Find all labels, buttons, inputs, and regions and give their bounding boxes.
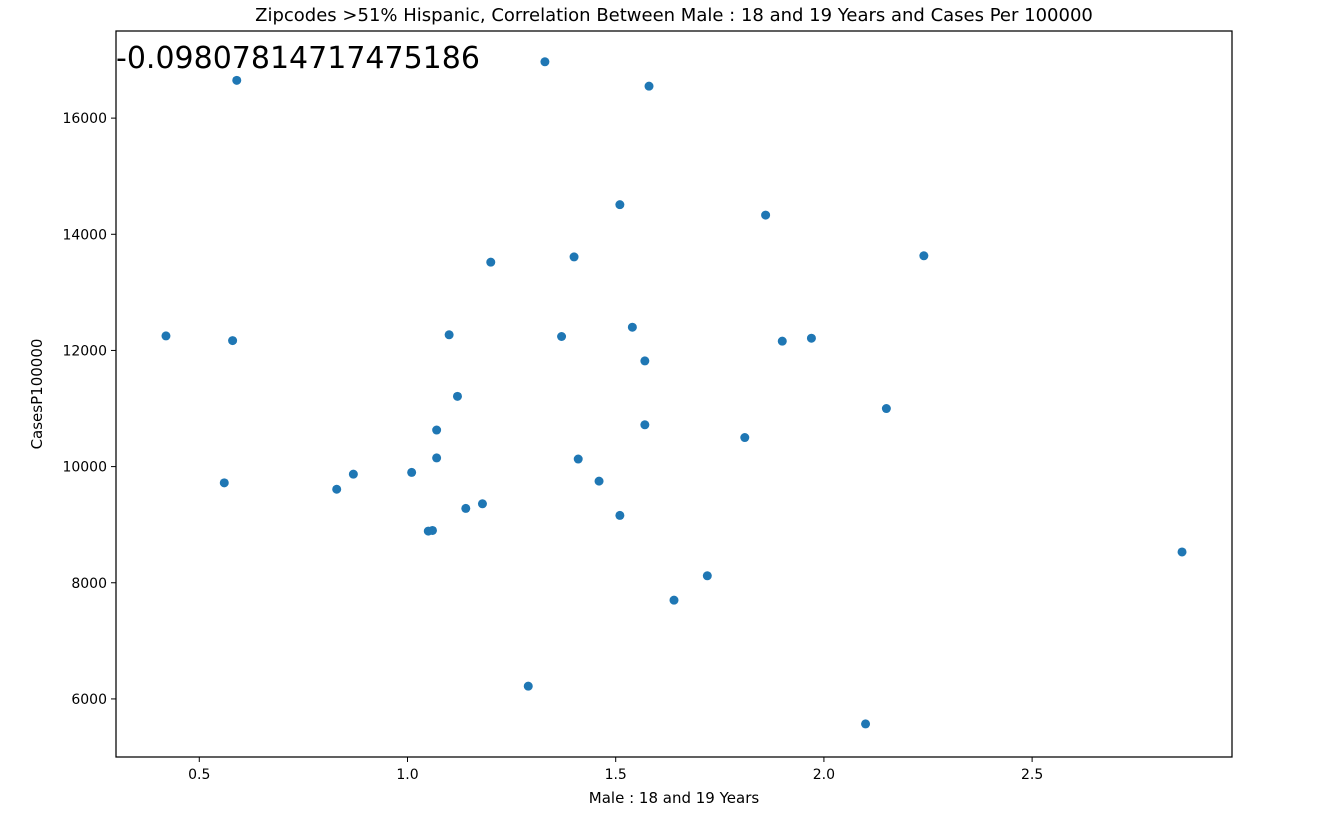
plot-frame xyxy=(115,30,1233,758)
data-point xyxy=(702,571,712,581)
data-point xyxy=(1177,547,1187,557)
y-tick-label: 16000 xyxy=(62,111,107,127)
data-point xyxy=(740,433,750,443)
y-tick-label: 6000 xyxy=(71,692,107,708)
data-point xyxy=(219,478,229,488)
data-point xyxy=(232,75,242,85)
data-point xyxy=(644,81,654,91)
data-point xyxy=(573,454,583,464)
data-point xyxy=(640,356,650,366)
data-point xyxy=(669,595,679,605)
data-point xyxy=(861,719,871,729)
x-axis-label: Male : 18 and 19 Years xyxy=(589,789,760,807)
data-point xyxy=(461,503,471,513)
y-tick-label: 10000 xyxy=(62,460,107,476)
data-point xyxy=(761,210,771,220)
y-tick-label: 12000 xyxy=(62,343,107,359)
data-point xyxy=(427,525,437,535)
data-point xyxy=(432,453,442,463)
data-point xyxy=(161,331,171,341)
y-tick-label: 14000 xyxy=(62,227,107,243)
data-point xyxy=(540,57,550,67)
data-point xyxy=(332,484,342,494)
chart-title: Zipcodes >51% Hispanic, Correlation Betw… xyxy=(255,5,1093,26)
data-point xyxy=(477,499,487,509)
y-axis-ticks: 6000 8000 10000 12000 14000 16000 xyxy=(62,111,116,708)
data-point xyxy=(444,330,454,340)
data-point xyxy=(919,251,929,261)
x-axis-ticks: 0.5 1.0 1.5 2.0 2.5 xyxy=(188,757,1043,783)
plot-area xyxy=(115,30,1233,758)
x-tick-label: 2.5 xyxy=(1021,767,1043,783)
data-point xyxy=(594,476,604,486)
data-point xyxy=(557,332,567,342)
data-point xyxy=(640,420,650,430)
x-tick-label: 1.5 xyxy=(605,767,627,783)
data-point xyxy=(881,404,891,414)
data-point xyxy=(627,322,637,332)
data-point xyxy=(432,425,442,435)
correlation-annotation: -0.09807814717475186 xyxy=(116,41,480,76)
data-point xyxy=(615,510,625,520)
data-point xyxy=(569,252,579,262)
data-point xyxy=(407,467,417,477)
data-points xyxy=(161,57,1187,729)
y-tick-label: 8000 xyxy=(71,576,107,592)
data-point xyxy=(777,336,787,346)
data-point xyxy=(615,200,625,210)
x-tick-label: 2.0 xyxy=(813,767,835,783)
x-tick-label: 1.0 xyxy=(396,767,418,783)
data-point xyxy=(348,469,358,479)
x-tick-label: 0.5 xyxy=(188,767,210,783)
data-point xyxy=(486,257,496,267)
data-point xyxy=(806,333,816,343)
data-point xyxy=(452,391,462,401)
data-point xyxy=(228,336,238,346)
y-axis-label: CasesP100000 xyxy=(28,339,46,450)
data-point xyxy=(523,681,533,691)
